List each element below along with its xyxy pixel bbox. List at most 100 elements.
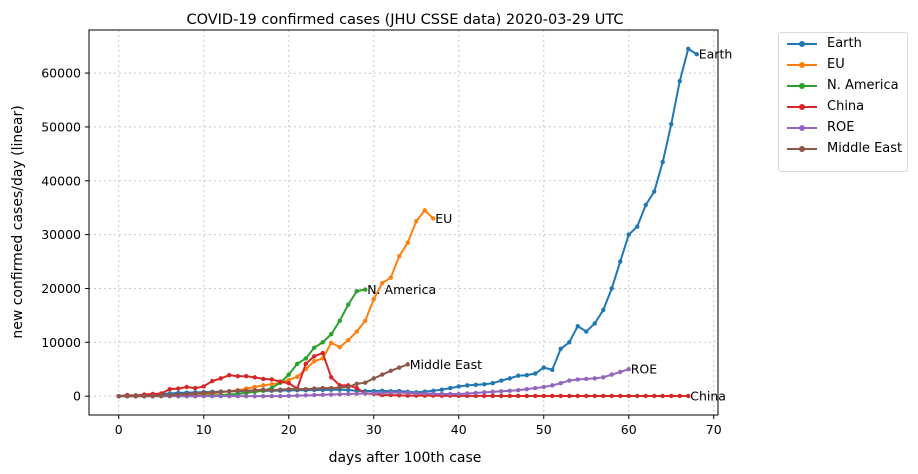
data-point-china (669, 393, 674, 399)
data-point-china (660, 393, 665, 399)
legend-swatch-china (787, 101, 817, 113)
data-point-n-america (303, 356, 308, 361)
data-point-earth (686, 46, 691, 52)
data-point-middle-east (125, 393, 130, 399)
legend-swatch-earth (787, 38, 817, 50)
series-eu (116, 208, 436, 399)
data-point-middle-east (346, 384, 351, 390)
data-point-roe (346, 391, 351, 397)
x-axis: 0 10 20 30 40 50 60 70 (115, 415, 722, 437)
data-point-middle-east (312, 386, 317, 391)
data-point-eu (252, 384, 257, 390)
data-point-eu (380, 280, 385, 286)
data-point-middle-east (320, 385, 325, 391)
data-point-roe (541, 384, 546, 390)
legend-label-roe: ROE (827, 120, 855, 135)
legend-label-n-america: N. America (827, 78, 899, 93)
data-point-china (252, 375, 257, 380)
data-point-china (320, 350, 325, 356)
data-point-n-america (337, 318, 342, 323)
data-point-eu (397, 253, 402, 259)
data-point-roe (601, 375, 606, 380)
legend-item-roe: ROE (779, 117, 907, 138)
data-point-china (541, 393, 546, 399)
data-point-middle-east (235, 388, 240, 393)
y-tick-label: 30000 (41, 227, 81, 242)
data-point-china (575, 393, 580, 399)
data-point-middle-east (116, 393, 121, 399)
series-line-china (118, 352, 689, 398)
data-point-earth (601, 307, 606, 313)
data-point-roe (337, 392, 342, 397)
data-point-roe (609, 372, 614, 377)
series-end-label-middle-east: Middle East (410, 357, 482, 372)
data-point-earth (550, 367, 555, 372)
series-end-label-n-america: N. America (367, 282, 436, 297)
data-point-roe (431, 391, 436, 396)
data-point-roe (397, 390, 402, 395)
data-point-china (354, 385, 359, 391)
data-point-earth (448, 385, 453, 391)
data-point-earth (541, 365, 546, 370)
x-tick-label: 20 (281, 422, 297, 437)
data-point-china (516, 393, 521, 399)
data-point-middle-east (150, 393, 155, 399)
data-point-earth (609, 286, 614, 291)
y-axis-label: new confirmed cases/day (linear) (10, 105, 26, 338)
legend-item-n-america: N. America (779, 75, 907, 96)
data-point-earth (482, 382, 487, 387)
data-point-middle-east (184, 391, 189, 397)
data-point-china (567, 393, 572, 399)
data-point-earth (567, 340, 572, 345)
legend-swatch-eu (787, 59, 817, 71)
data-point-eu (312, 358, 317, 364)
series-end-labels: Earth EU N. America China ROE Middle East (367, 47, 732, 404)
data-point-roe (414, 391, 419, 396)
data-point-roe (210, 393, 215, 399)
data-point-earth (524, 372, 529, 378)
data-point-earth (635, 224, 640, 229)
series-line-eu (118, 209, 434, 398)
data-point-roe (227, 393, 232, 399)
data-point-eu (405, 240, 410, 245)
data-point-roe (533, 385, 538, 391)
data-point-eu (261, 383, 266, 388)
data-point-roe (380, 390, 385, 396)
data-point-china (176, 386, 181, 391)
data-point-middle-east (278, 387, 283, 392)
plot-area (88, 29, 719, 416)
data-point-roe (320, 392, 325, 398)
data-point-earth (507, 376, 512, 381)
data-point-earth (490, 381, 495, 386)
data-point-n-america (346, 302, 351, 307)
data-point-middle-east (218, 389, 223, 395)
data-point-eu (295, 374, 300, 379)
x-tick-label: 40 (451, 422, 467, 437)
data-point-roe (448, 391, 453, 397)
y-tick-label: 50000 (41, 119, 81, 134)
data-point-eu (346, 337, 351, 343)
series-line-earth (118, 47, 698, 398)
data-point-middle-east (371, 376, 376, 381)
data-point-middle-east (405, 362, 410, 367)
data-point-china (618, 393, 623, 399)
data-point-n-america (295, 361, 300, 367)
data-point-china (303, 361, 308, 367)
x-axis-label: days after 100th case (329, 450, 482, 466)
data-point-earth (473, 382, 478, 388)
series-end-label-china: China (690, 388, 726, 403)
data-point-n-america (286, 372, 291, 377)
data-point-roe (575, 377, 580, 382)
data-point-roe (354, 391, 359, 396)
series-end-label-eu: EU (435, 211, 452, 226)
data-point-middle-east (388, 368, 393, 374)
data-point-china (524, 393, 529, 399)
data-point-middle-east (210, 390, 215, 395)
data-point-roe (550, 383, 555, 388)
data-point-eu (337, 344, 342, 350)
data-point-china (329, 375, 334, 380)
data-point-earth (533, 371, 538, 376)
data-point-roe (278, 393, 283, 399)
data-point-roe (388, 390, 393, 395)
